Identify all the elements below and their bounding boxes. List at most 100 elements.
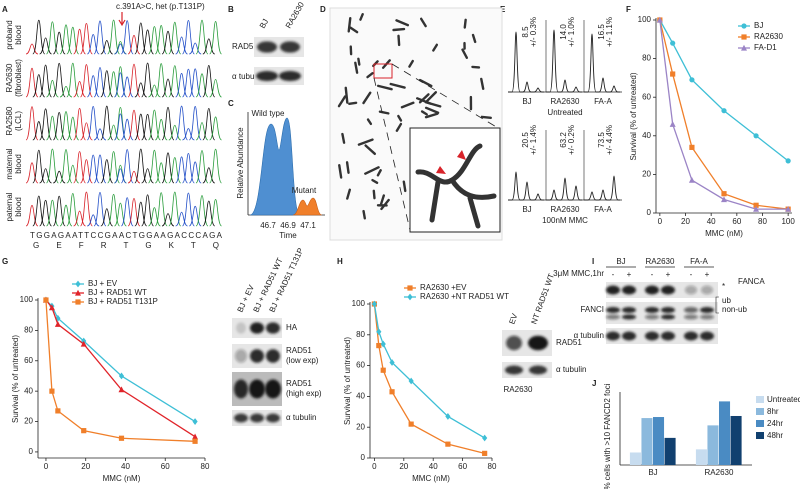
chromosome	[480, 77, 485, 90]
flow-trace	[584, 33, 620, 93]
row-label: RAD51	[286, 346, 312, 355]
chromosome	[348, 101, 358, 106]
x-tick-label: 80	[758, 217, 767, 226]
trace-peak	[154, 192, 168, 227]
x-tick-label: RA2630	[705, 468, 734, 477]
trace-peak	[86, 105, 100, 141]
sign: -	[651, 270, 654, 279]
y-tick-label: 100	[638, 15, 652, 24]
trace-peak	[195, 19, 209, 55]
panel-label: B	[228, 5, 234, 14]
arrow	[118, 12, 126, 27]
marker	[389, 389, 395, 395]
sign: +	[627, 270, 632, 279]
marker	[688, 176, 695, 183]
blot-band	[645, 285, 659, 295]
y-tick-label: 40	[24, 386, 33, 395]
legend-label: RA2630 +NT RAD51 WT	[420, 292, 509, 301]
y-tick-label: 80	[642, 54, 651, 63]
blot-band	[661, 331, 675, 341]
marker	[118, 386, 125, 393]
trace-peak	[52, 62, 66, 98]
trace-peak	[32, 149, 46, 184]
trace-peak	[87, 214, 100, 227]
blot-band	[506, 335, 522, 351]
x-tick-label: 40	[429, 462, 438, 471]
trace-peak	[154, 63, 168, 98]
y-axis-label: Survival (% of untreated)	[343, 337, 352, 425]
chromosome	[425, 91, 438, 103]
marker	[689, 144, 695, 150]
trace-peak	[73, 210, 86, 227]
chromosome	[376, 169, 382, 177]
trace-peak	[209, 116, 222, 141]
marker	[49, 388, 55, 394]
group-label: FA-A	[594, 205, 612, 214]
trace-peak	[182, 192, 195, 227]
blot-band	[661, 314, 675, 320]
annotation: c.391A>C, het (p.T131P)	[116, 2, 205, 11]
trace-peak	[66, 116, 80, 141]
row-label: RA2630	[5, 63, 14, 92]
trace-peak	[93, 128, 107, 141]
tick-label: 47.1	[300, 221, 316, 230]
blot-band	[700, 307, 714, 313]
row-label: RAD51	[556, 338, 582, 347]
chromosome	[419, 17, 427, 28]
trace-peak	[168, 191, 182, 227]
marker	[656, 16, 663, 23]
blot-band	[250, 349, 264, 363]
marker	[785, 158, 791, 164]
blot-band	[250, 413, 264, 423]
trace-peak	[127, 63, 141, 98]
zoom-line	[373, 77, 411, 231]
trace-peak	[127, 34, 141, 55]
marker	[689, 77, 695, 83]
zoom-box	[373, 63, 393, 79]
panel-label: C	[228, 99, 234, 108]
blot-band	[684, 331, 698, 341]
group-label: BJ	[522, 205, 531, 214]
legend-label: BJ + RAD51 WT	[88, 288, 147, 297]
flow-trace	[508, 31, 544, 93]
marker	[753, 202, 759, 208]
y-tick-label: 60	[24, 356, 33, 365]
chromosome	[362, 91, 372, 105]
chromosome	[372, 189, 376, 200]
y-tick-label: 100	[352, 299, 366, 308]
row-label: α tubulin	[556, 365, 586, 374]
trace-peak	[209, 198, 222, 227]
row-label: α tubulin	[574, 331, 604, 340]
marker	[55, 314, 61, 322]
marker	[118, 435, 125, 441]
trace-peak	[59, 204, 73, 227]
trace-peak	[25, 204, 39, 227]
marker	[371, 300, 378, 308]
chromosome	[395, 122, 403, 132]
row-label: HA	[286, 323, 298, 332]
trace-peak	[161, 78, 175, 98]
row-label: blood	[14, 197, 23, 217]
row-label: α tubulin	[286, 413, 316, 422]
blot-band	[661, 307, 675, 313]
x-tick-label: 80	[201, 462, 210, 471]
blot-band	[606, 285, 620, 295]
blot	[606, 302, 718, 324]
trace-peak	[120, 20, 134, 55]
group-label: BJ	[616, 257, 625, 266]
value-label: 16.5	[597, 24, 606, 40]
trace-peak	[141, 194, 154, 227]
y-tick-label: 20	[356, 422, 365, 431]
legend-label: RA2630	[754, 32, 783, 41]
chromosome	[463, 18, 467, 29]
chromosome	[420, 110, 428, 116]
trace-peak	[148, 84, 161, 98]
bar	[730, 415, 742, 465]
blot-band	[234, 379, 248, 399]
value-label: +/- 0.3%	[529, 17, 538, 47]
legend-marker	[407, 285, 413, 291]
marker	[670, 40, 676, 46]
wild-type-peak	[249, 117, 301, 216]
trace-peak	[86, 34, 100, 55]
trace-peak	[66, 62, 80, 98]
